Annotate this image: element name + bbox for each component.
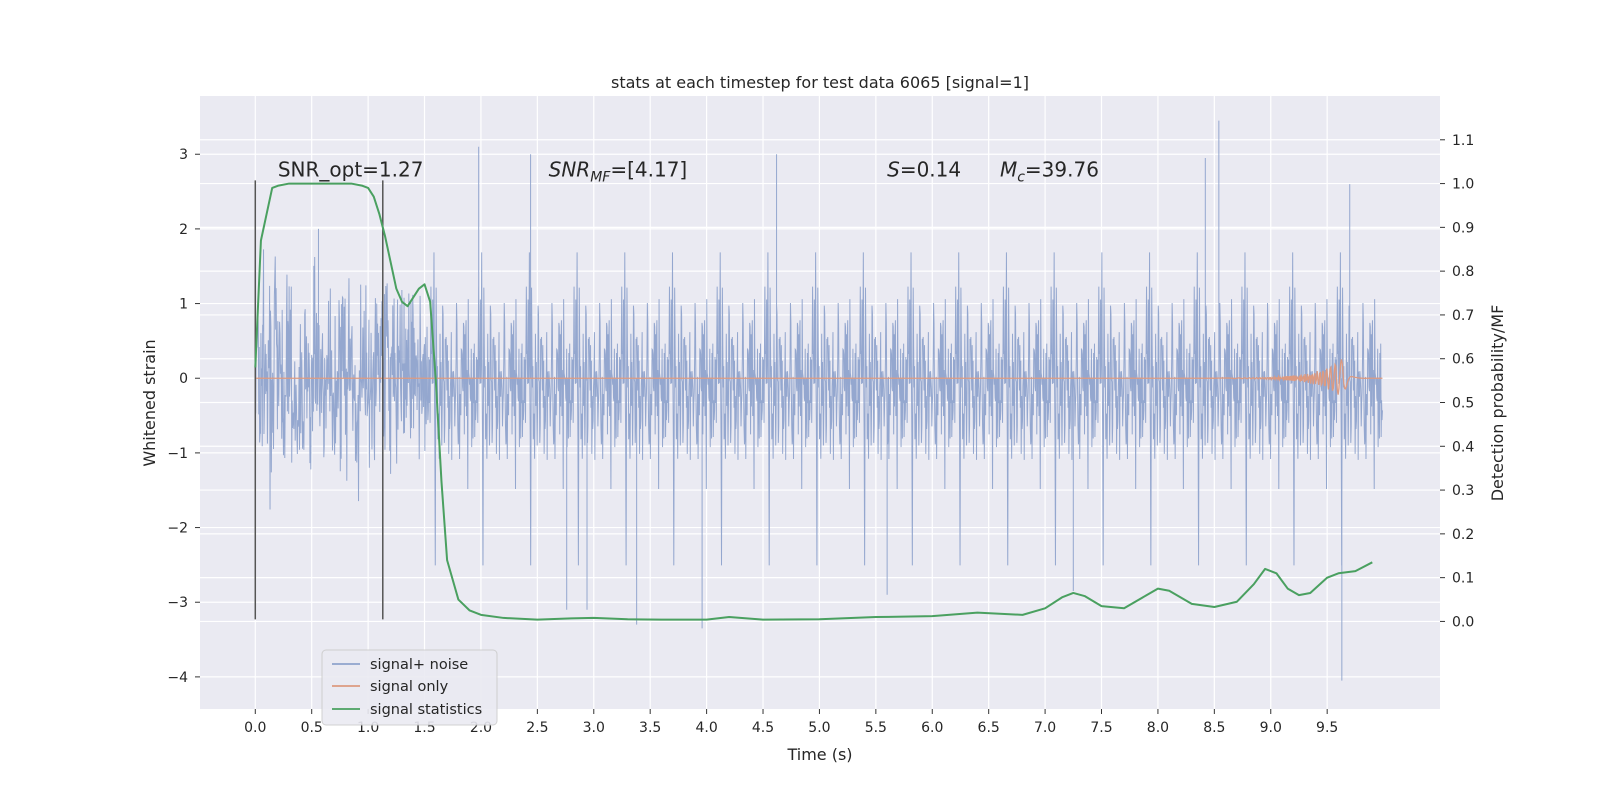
y-tick-label: −1 xyxy=(167,446,188,462)
x-tick-label: 3.0 xyxy=(583,720,605,736)
annotation-text: SNR_opt=1.27 xyxy=(278,158,424,182)
x-tick-label: 0.0 xyxy=(244,720,266,736)
x-tick-label: 8.5 xyxy=(1203,720,1225,736)
y-tick-label: −4 xyxy=(167,670,188,686)
x-tick-label: 3.5 xyxy=(639,720,661,736)
signal-only-line xyxy=(255,359,1383,395)
legend: signal+ noise signal only signal statist… xyxy=(321,649,498,726)
y-tick-label: 0 xyxy=(179,371,188,387)
annotation-text: SNRMF=[4.17] xyxy=(549,158,688,186)
x-tick-label: 9.5 xyxy=(1316,720,1338,736)
x-tick-label: 5.0 xyxy=(808,720,830,736)
annotation-text: S=0.14 xyxy=(887,158,961,182)
y-right-tick-label: 0.9 xyxy=(1452,220,1474,236)
x-tick-label: 9.0 xyxy=(1260,720,1282,736)
y-right-tick-label: 0.7 xyxy=(1452,308,1474,324)
y-right-tick-label: 0.0 xyxy=(1452,614,1474,630)
y-right-tick-label: 0.3 xyxy=(1452,483,1474,499)
y-tick-label: −3 xyxy=(167,595,188,611)
x-tick-label: 6.5 xyxy=(978,720,1000,736)
signal-statistics-series xyxy=(254,182,1373,621)
legend-label-signal-statistics: signal statistics xyxy=(370,702,482,718)
y-right-tick-label: 0.8 xyxy=(1452,264,1474,280)
y-tick-label: 2 xyxy=(179,222,188,238)
y-tick-label: −2 xyxy=(167,521,188,537)
x-tick-label: 8.0 xyxy=(1147,720,1169,736)
y-right-tick-label: 0.1 xyxy=(1452,571,1474,587)
y-tick-label: 3 xyxy=(179,147,188,163)
y-right-tick-label: 0.6 xyxy=(1452,352,1474,368)
vertical-lines xyxy=(254,180,384,620)
signal-noise-series xyxy=(254,120,1383,681)
x-tick-label: 7.0 xyxy=(1034,720,1056,736)
signal-statistics-line xyxy=(254,182,1373,621)
x-axis-label: Time (s) xyxy=(786,745,852,764)
y-right-tick-label: 0.4 xyxy=(1452,439,1474,455)
annotations: SNR_opt=1.27 SNRMF=[4.17] S=0.14 Mc=39.76 xyxy=(278,158,1099,186)
x-tick-label: 2.5 xyxy=(526,720,548,736)
x-tick-label: 0.5 xyxy=(301,720,323,736)
y-right-tick-label: 1.0 xyxy=(1452,177,1474,193)
annotation-text: Mc=39.76 xyxy=(1000,158,1099,186)
x-tick-label: 4.5 xyxy=(752,720,774,736)
legend-box xyxy=(321,649,498,726)
x-tick-label: 7.5 xyxy=(1090,720,1112,736)
x-tick-label: 4.0 xyxy=(695,720,717,736)
signal-only-series xyxy=(255,359,1383,395)
axes: 0.0 0.5 1.0 1.5 2.0 2.5 3.0 3.5 4.0 4.5 5.0 5.5 6.0 6… xyxy=(167,133,1474,736)
legend-label-signal-noise: signal+ noise xyxy=(370,657,468,673)
chart-title: stats at each timestep for test data 606… xyxy=(611,73,1029,92)
x-tick-label: 6.0 xyxy=(921,720,943,736)
signal-noise-line xyxy=(254,120,1383,681)
legend-label-signal-only: signal only xyxy=(370,679,449,695)
y-right-tick-label: 0.5 xyxy=(1452,396,1474,412)
y-axis-label: Whitened strain xyxy=(140,339,159,466)
y-right-tick-label: 0.2 xyxy=(1452,527,1474,543)
y-right-tick-label: 1.1 xyxy=(1452,133,1474,149)
x-tick-label: 5.5 xyxy=(865,720,887,736)
y-tick-label: 1 xyxy=(179,297,188,313)
y-axis-right-label: Detection probability/MF xyxy=(1488,305,1507,502)
